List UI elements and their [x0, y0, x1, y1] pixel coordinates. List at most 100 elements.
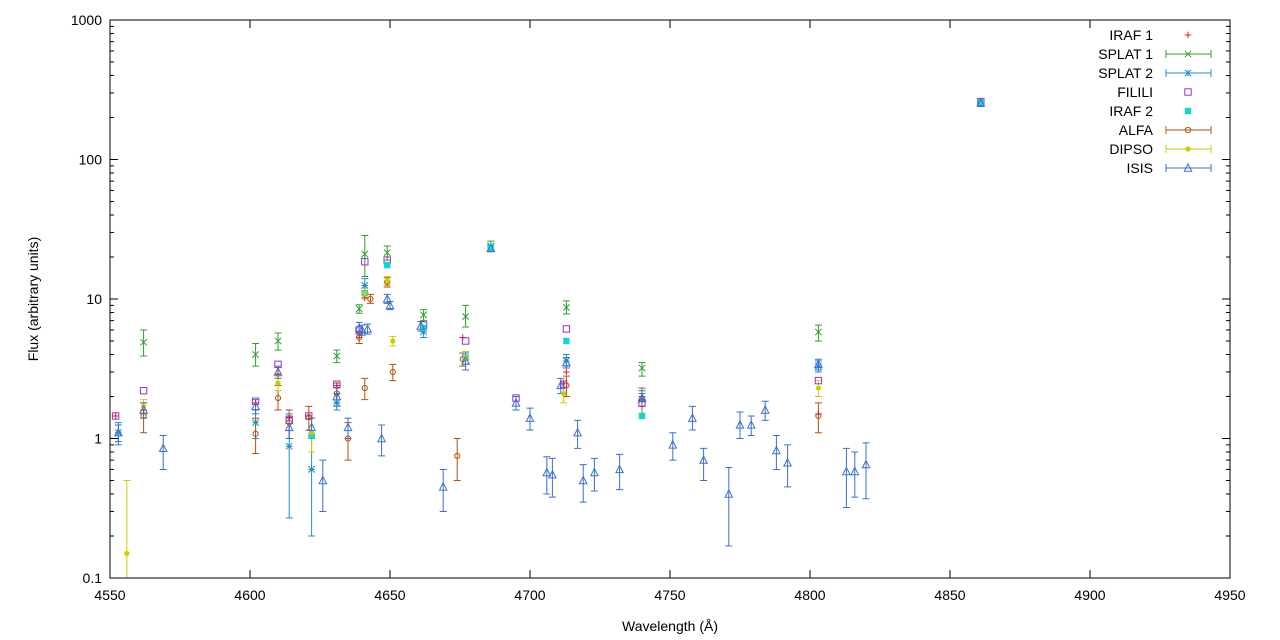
point-iraf-2 [638, 412, 646, 420]
point-iraf-2 [384, 261, 391, 269]
point-splat-1 [355, 305, 363, 313]
legend-marker-dipso [1185, 146, 1191, 152]
point-isis [760, 404, 770, 414]
point-splat-2 [252, 419, 260, 427]
x-tick-label: 4650 [374, 587, 405, 603]
error-bar [814, 324, 822, 342]
point-filili [139, 387, 148, 395]
legend-errorbar-isis [1165, 164, 1212, 172]
error-bar [688, 405, 696, 431]
point-splat-2 [420, 328, 428, 336]
error-bar [725, 466, 733, 547]
point-isis [542, 467, 552, 477]
point-dipso [309, 430, 315, 436]
error-bar [772, 435, 780, 470]
point-alfa [274, 394, 282, 402]
legend-label-splat-1: SPLAT 1 [1098, 46, 1153, 62]
x-axis-title: Wavelength (Å) [622, 618, 718, 634]
point-alfa [389, 368, 396, 376]
point-splat-1 [140, 338, 148, 346]
legend-label-filili: FILILI [1117, 84, 1153, 100]
point-alfa [344, 435, 352, 442]
point-isis [783, 457, 793, 467]
point-splat-1 [562, 303, 570, 311]
errorbars-layer [114, 98, 985, 579]
y-tick-label: 1000 [71, 12, 102, 28]
y-tick-label: 10 [86, 291, 102, 307]
point-dipso [362, 290, 368, 296]
point-isis [724, 488, 734, 498]
error-bar [669, 432, 677, 461]
legend-label-iraf-1: IRAF 1 [1109, 27, 1153, 43]
point-alfa [367, 295, 374, 303]
point-splat-1 [638, 364, 646, 372]
point-splat-1 [361, 250, 369, 258]
point-splat-2 [814, 362, 822, 370]
point-isis [438, 481, 448, 491]
point-isis [735, 419, 745, 429]
error-bar [700, 447, 708, 481]
point-filili [305, 412, 313, 420]
legend-marker-iraf-2 [1184, 107, 1192, 115]
y-tick-label: 0.1 [83, 570, 103, 586]
point-splat-1 [333, 352, 341, 360]
error-bar [747, 415, 755, 437]
point-filili [361, 258, 369, 266]
point-filili [333, 380, 341, 388]
point-splat-2 [361, 281, 369, 290]
point-isis [841, 466, 851, 476]
point-isis [615, 464, 625, 474]
point-isis [357, 324, 367, 334]
point-isis [771, 445, 781, 455]
point-dipso [124, 550, 130, 557]
error-bar [862, 442, 870, 500]
point-isis [113, 427, 123, 437]
point-filili [111, 412, 120, 420]
point-splat-1 [383, 249, 391, 257]
point-alfa [361, 384, 368, 392]
point-isis [687, 413, 697, 422]
point-filili [461, 337, 470, 345]
point-dipso [384, 278, 390, 284]
point-splat-1 [420, 311, 428, 319]
point-isis [382, 293, 392, 303]
x-tick-label: 4850 [934, 587, 965, 603]
x-axis: 4550 4600 4650 4700 4750 4800 4850 4900 4950 [94, 20, 1246, 603]
point-isis [699, 455, 709, 464]
point-filili [512, 394, 520, 402]
point-splat-2 [114, 429, 122, 437]
point-dipso [561, 390, 567, 397]
point-isis [385, 300, 395, 310]
error-bar [526, 407, 534, 431]
point-splat-1 [274, 337, 282, 345]
legend-label-iraf-2: IRAF 2 [1109, 103, 1153, 119]
error-bar [814, 402, 822, 434]
point-isis [861, 459, 871, 469]
x-tick-label: 4600 [234, 587, 265, 603]
legend-marker-splat-1 [1184, 50, 1192, 58]
error-bar [590, 457, 598, 492]
error-bar [319, 459, 327, 512]
point-dipso [275, 380, 281, 386]
x-tick-label: 4700 [514, 587, 545, 603]
point-isis [850, 466, 860, 476]
point-iraf-2 [977, 98, 984, 106]
point-alfa [333, 390, 340, 397]
point-filili [562, 325, 571, 333]
point-iraf-1 [112, 412, 119, 420]
point-isis [377, 433, 387, 443]
y-axis: 0.1 1 10 100 1000 [71, 12, 1230, 586]
legend-marker-isis [1183, 162, 1193, 172]
point-filili [814, 376, 823, 385]
point-isis [273, 366, 283, 376]
point-isis [547, 469, 557, 479]
legend-label-isis: ISIS [1127, 160, 1153, 176]
point-alfa [563, 382, 570, 389]
point-isis [525, 413, 535, 422]
x-tick-label: 4550 [94, 587, 125, 603]
point-isis [556, 380, 566, 390]
error-bar [616, 453, 624, 491]
x-tick-label: 4800 [794, 587, 825, 603]
point-isis [416, 320, 426, 330]
